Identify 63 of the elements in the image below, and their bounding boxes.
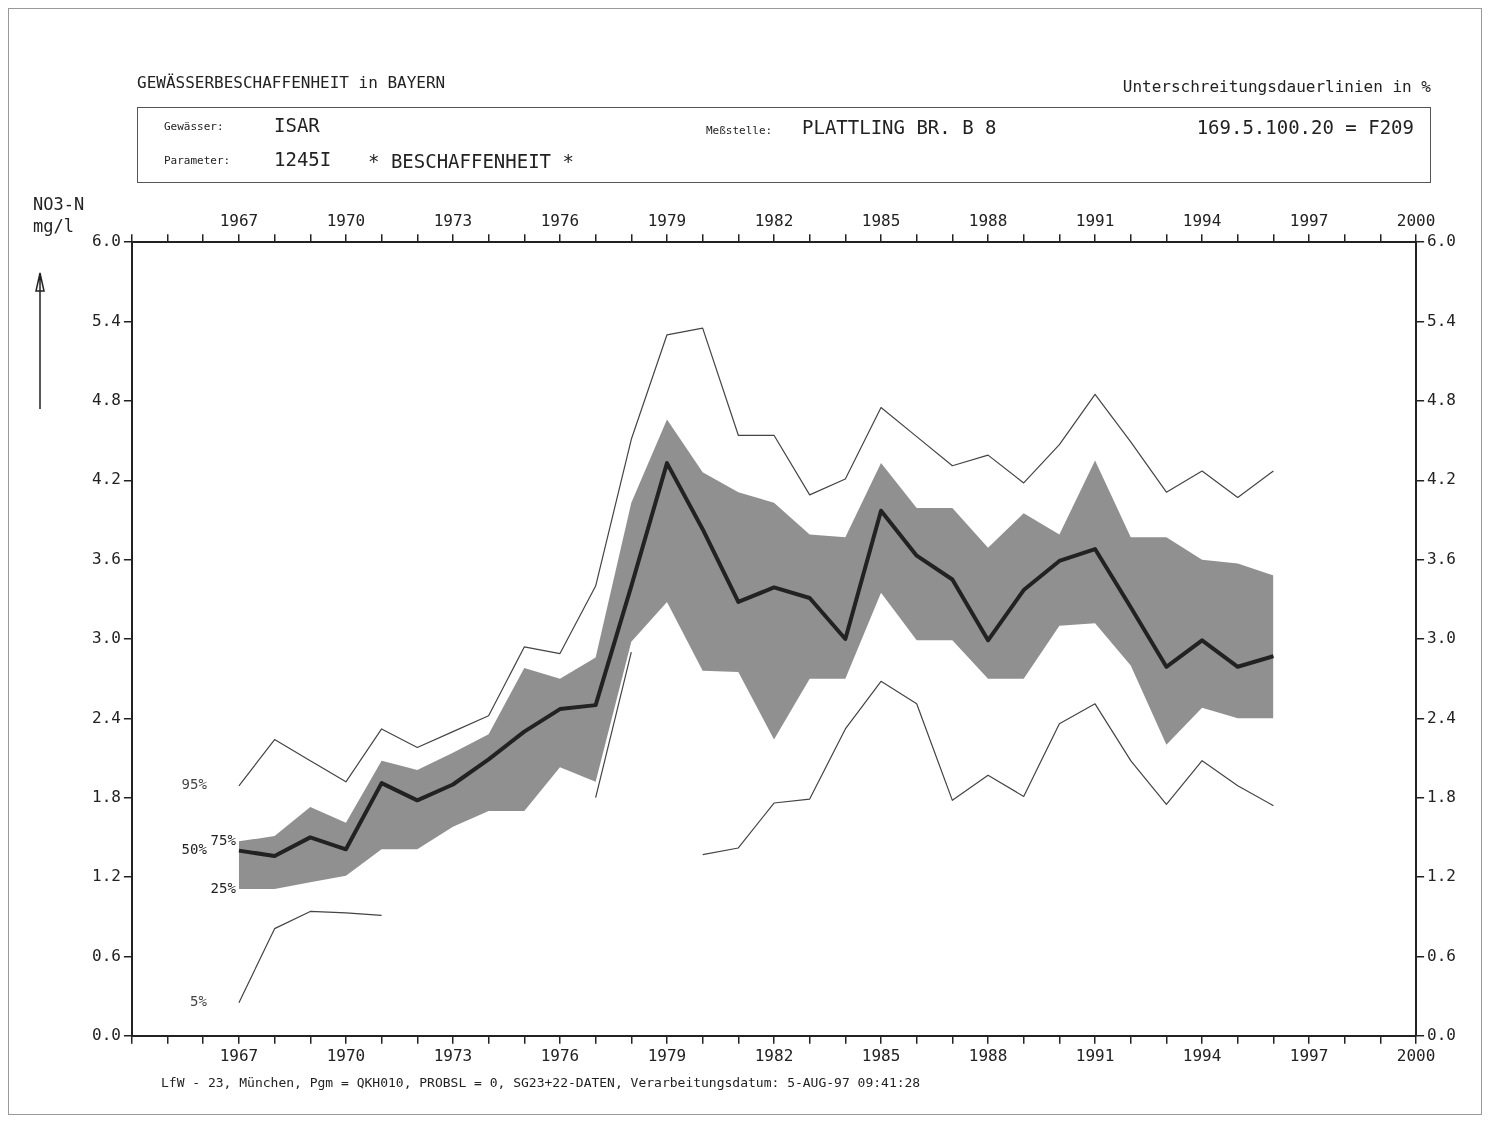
y-tick-label: 1.2 [91, 866, 121, 886]
text: Parameter: [164, 154, 231, 167]
y2-tick-label: 4.2 [1427, 469, 1457, 489]
y2-tick-label: 3.0 [1427, 628, 1457, 648]
text: * BESCHAFFENHEIT * [368, 150, 574, 172]
y2-tick-label: 0.6 [1427, 945, 1457, 965]
text: Meßstelle: [706, 124, 773, 137]
x-tick-label: 1985 [861, 1045, 901, 1065]
x-tick-label: 1967 [219, 1045, 259, 1065]
y2-tick-label: 6.0 [1427, 231, 1457, 251]
y2-tick-label: 2.4 [1427, 707, 1457, 727]
x2-tick-label: 1967 [219, 210, 259, 230]
x2-tick-label: 1991 [1075, 210, 1115, 230]
y2-tick-label: 3.6 [1427, 548, 1457, 568]
x-tick-label: 1973 [433, 1045, 473, 1065]
text: LfW - 23, München, Pgm = QKH010, PROBSL = 0, SG23+22-DATEN, Verarbeitungsdatum: 5-AUG-97 09:41:28 [161, 1075, 921, 1090]
annotation: 25% [210, 879, 237, 896]
x2-tick-label: 1973 [433, 210, 473, 230]
text: 50% [181, 841, 208, 858]
x-tick-label: 1997 [1289, 1045, 1329, 1065]
x-tick-label: 2000 [1396, 1045, 1436, 1065]
text: 1245I [274, 148, 332, 170]
x2-tick-label: 1985 [861, 210, 901, 230]
x2-tick-label: 1982 [754, 210, 794, 230]
text: 95% [181, 776, 208, 793]
y-tick-label: 2.4 [91, 707, 121, 727]
y-tick-label: 3.6 [91, 548, 121, 568]
x-tick-label: 1970 [326, 1045, 366, 1065]
y2-tick-label: 0.0 [1427, 1024, 1457, 1044]
y-tick-label: 0.6 [91, 945, 121, 965]
y-tick-label: 3.0 [91, 628, 121, 648]
chart-title: GEWÄSSERBESCHAFFENHEIT in BAYERN [137, 73, 446, 92]
text: PLATTLING BR. B 8 [802, 116, 997, 138]
y-tick-label: 6.0 [91, 231, 121, 251]
y-tick-label: 4.8 [91, 390, 121, 410]
y2-tick-label: 1.2 [1427, 866, 1457, 886]
x2-tick-label: 1976 [540, 210, 580, 230]
y-tick-label: 0.0 [91, 1024, 121, 1044]
x2-tick-label: 1988 [968, 210, 1008, 230]
annotation: 75% [210, 832, 237, 849]
text: Gewässer: [164, 120, 224, 133]
text: 169.5.100.20 = F209 [1196, 116, 1414, 138]
y-tick-label: 5.4 [91, 310, 121, 330]
x2-tick-label: 1979 [647, 210, 687, 230]
chart-subtitle: Unterschreitungsdauerlinien in % [1122, 77, 1431, 96]
y-tick-label: 4.2 [91, 469, 121, 489]
y2-tick-label: 1.8 [1427, 786, 1457, 806]
y-axis-title: NO3-N mg/l [33, 193, 85, 237]
text: 5% [190, 993, 208, 1010]
x-tick-label: 1976 [540, 1045, 580, 1065]
y2-tick-label: 5.4 [1427, 310, 1457, 330]
x2-tick-label: 1994 [1182, 210, 1222, 230]
x-tick-label: 1982 [754, 1045, 794, 1065]
x-tick-label: 1994 [1182, 1045, 1222, 1065]
x-tick-label: 1979 [647, 1045, 687, 1065]
x-tick-label: 1988 [968, 1045, 1008, 1065]
x2-tick-label: 1997 [1289, 210, 1329, 230]
x2-tick-label: 1970 [326, 210, 366, 230]
x2-tick-label: 2000 [1396, 210, 1436, 230]
text: ISAR [274, 114, 320, 136]
y-tick-label: 1.8 [91, 786, 121, 806]
x-tick-label: 1991 [1075, 1045, 1115, 1065]
y2-tick-label: 4.8 [1427, 390, 1457, 410]
